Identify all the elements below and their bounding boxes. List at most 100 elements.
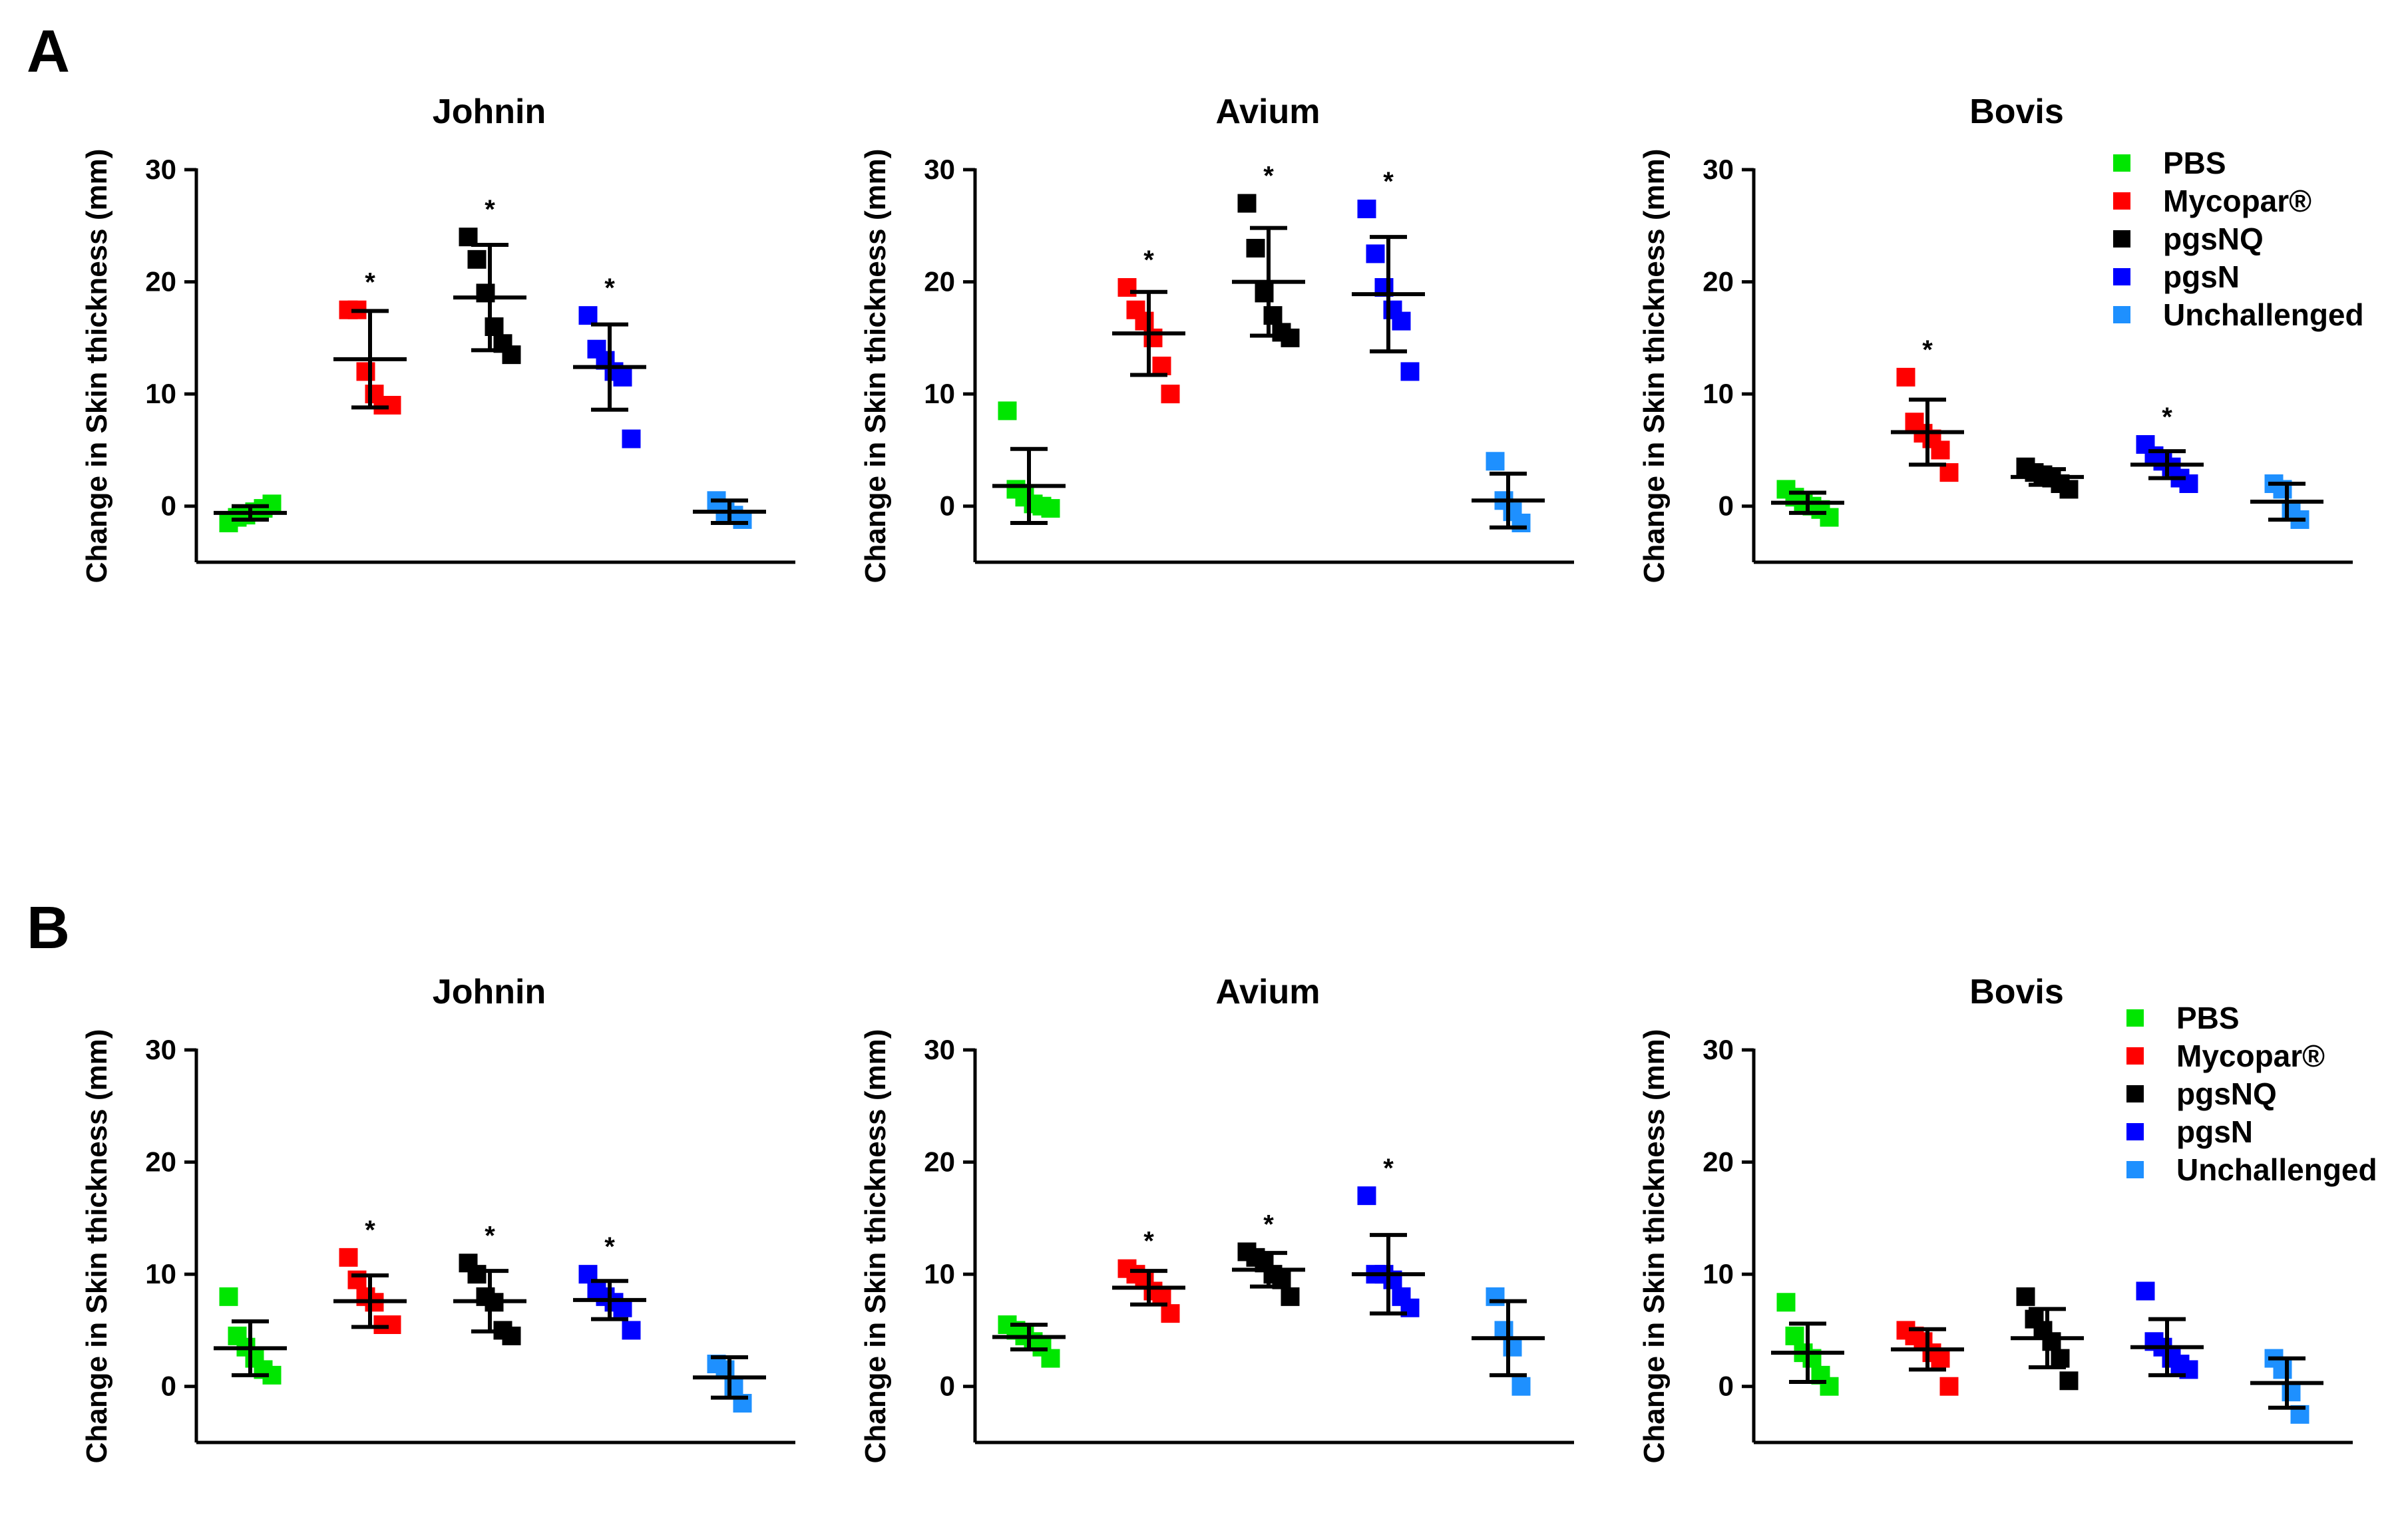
series-pgsnq: * xyxy=(453,1221,526,1345)
y-tick-label: 30 xyxy=(1703,1034,1734,1065)
data-point xyxy=(356,362,375,381)
y-tick-label: 20 xyxy=(1703,266,1734,297)
series-pbs xyxy=(992,1315,1066,1368)
significance-star: * xyxy=(485,195,495,224)
y-tick-label: 20 xyxy=(924,266,955,297)
y-tick-label: 10 xyxy=(145,1258,176,1289)
significance-star: * xyxy=(365,1216,375,1245)
series-mycopar xyxy=(1891,1321,1964,1396)
y-axis-label: Change in Skin thickness (mm) xyxy=(859,149,892,584)
series-pgsn: * xyxy=(1352,1154,1425,1317)
series-unchallenged xyxy=(1472,1287,1545,1396)
y-tick-label: 20 xyxy=(924,1146,955,1178)
significance-star: * xyxy=(1143,1227,1154,1256)
y-axis-label: Change in Skin thickness (mm) xyxy=(81,149,113,584)
chart-a-johnin: Johnin 0 10 20 30 Change in Skin thickness (m… xyxy=(81,92,795,583)
data-point xyxy=(1255,283,1274,303)
data-point xyxy=(1503,1337,1522,1357)
data-point xyxy=(1281,1287,1300,1306)
data-point xyxy=(476,283,495,303)
y-tick-label: 10 xyxy=(145,378,176,409)
legend-label: pgsNQ xyxy=(2176,1077,2277,1111)
data-point xyxy=(467,250,487,269)
series-pgsn: * xyxy=(573,1232,646,1340)
data-point xyxy=(1143,328,1163,347)
series-pgsn: * xyxy=(2130,403,2204,493)
y-tick-label: 0 xyxy=(940,490,955,522)
legend-swatch xyxy=(2126,1047,2144,1065)
data-point xyxy=(998,401,1017,420)
data-point xyxy=(2273,1360,2292,1379)
legend-label: PBS xyxy=(2163,146,2226,180)
y-tick-label: 10 xyxy=(924,378,955,409)
y-tick-label: 20 xyxy=(145,1146,176,1178)
data-point xyxy=(485,317,504,336)
series-pbs xyxy=(1771,480,1844,527)
chart-b-johnin: Johnin 0 10 20 30 Change in Skin thickness (m… xyxy=(81,973,795,1463)
y-tick-label: 30 xyxy=(924,1034,955,1065)
y-axis-label: Change in Skin thickness (mm) xyxy=(1638,1029,1671,1464)
legend-swatch xyxy=(2113,230,2130,248)
legend-label: Unchallenged xyxy=(2163,297,2364,332)
chart-title: Avium xyxy=(1216,92,1320,131)
y-tick-label: 0 xyxy=(161,490,176,522)
data-point xyxy=(1820,1377,1839,1396)
chart-title: Johnin xyxy=(433,973,546,1011)
data-point xyxy=(2059,480,2079,499)
panel-label-a: A xyxy=(27,19,70,85)
y-tick-label: 10 xyxy=(924,1258,955,1289)
data-point xyxy=(2042,1332,2061,1351)
chart-title: Avium xyxy=(1216,973,1320,1011)
significance-star: * xyxy=(2162,403,2172,432)
data-point xyxy=(1400,362,1420,381)
data-point xyxy=(1896,367,1915,387)
data-point xyxy=(1939,1377,1959,1396)
series-pbs xyxy=(214,494,287,532)
data-point xyxy=(622,1321,641,1340)
chart-a-avium: Avium 0 10 20 30 Change in Skin thickness (mm… xyxy=(859,92,1574,583)
legend-label: PBS xyxy=(2176,1001,2240,1035)
data-point xyxy=(502,1326,521,1345)
data-point xyxy=(502,345,521,365)
series-unchallenged xyxy=(693,491,766,529)
significance-star: * xyxy=(604,273,615,303)
data-point xyxy=(1776,1293,1796,1312)
legend-swatch xyxy=(2126,1161,2144,1178)
data-point xyxy=(1357,1186,1376,1206)
series-unchallenged xyxy=(2250,1349,2323,1424)
data-point xyxy=(382,396,401,415)
y-tick-label: 10 xyxy=(1703,1258,1734,1289)
series-unchallenged xyxy=(2250,474,2323,529)
chart-title: Bovis xyxy=(1969,973,2064,1011)
chart-a-bovis: Bovis 0 10 20 30 Change in Skin thickness (mm… xyxy=(1638,92,2364,583)
series-pbs xyxy=(214,1287,287,1385)
y-tick-label: 0 xyxy=(1718,1371,1734,1402)
chart-b-avium: Avium 0 10 20 30 Change in Skin thickness (mm… xyxy=(859,973,1574,1463)
legend-swatch xyxy=(2126,1123,2144,1140)
data-point xyxy=(1357,200,1376,218)
y-tick-label: 30 xyxy=(145,1034,176,1065)
series-pgsn: * xyxy=(1352,167,1425,381)
data-point xyxy=(1135,311,1154,331)
plots-layer: Johnin 0 10 20 30 Change in Skin thickness (m… xyxy=(81,92,2377,1463)
series-mycopar: * xyxy=(1112,246,1185,404)
data-point xyxy=(2051,1349,2070,1368)
significance-star: * xyxy=(1143,246,1154,275)
legend-swatch xyxy=(2113,306,2130,323)
chart-title: Johnin xyxy=(433,92,546,131)
y-tick-label: 20 xyxy=(1703,1146,1734,1178)
data-point xyxy=(1041,1349,1060,1368)
data-point xyxy=(339,1248,358,1267)
legend-swatch xyxy=(2126,1085,2144,1102)
data-point xyxy=(1820,508,1839,527)
significance-star: * xyxy=(365,268,375,297)
legend-label: Unchallenged xyxy=(2176,1152,2377,1187)
data-point xyxy=(2059,1371,2079,1391)
series-mycopar: * xyxy=(1112,1227,1185,1323)
series-pgsnq: * xyxy=(1232,162,1305,347)
series-mycopar: * xyxy=(333,268,407,415)
y-tick-label: 30 xyxy=(145,154,176,185)
y-axis-label: Change in Skin thickness (mm) xyxy=(81,1029,113,1464)
y-tick-label: 0 xyxy=(161,1371,176,1402)
